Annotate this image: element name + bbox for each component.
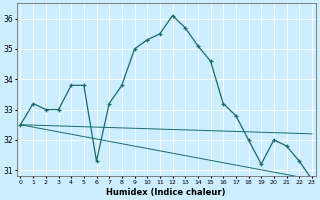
- X-axis label: Humidex (Indice chaleur): Humidex (Indice chaleur): [107, 188, 226, 197]
